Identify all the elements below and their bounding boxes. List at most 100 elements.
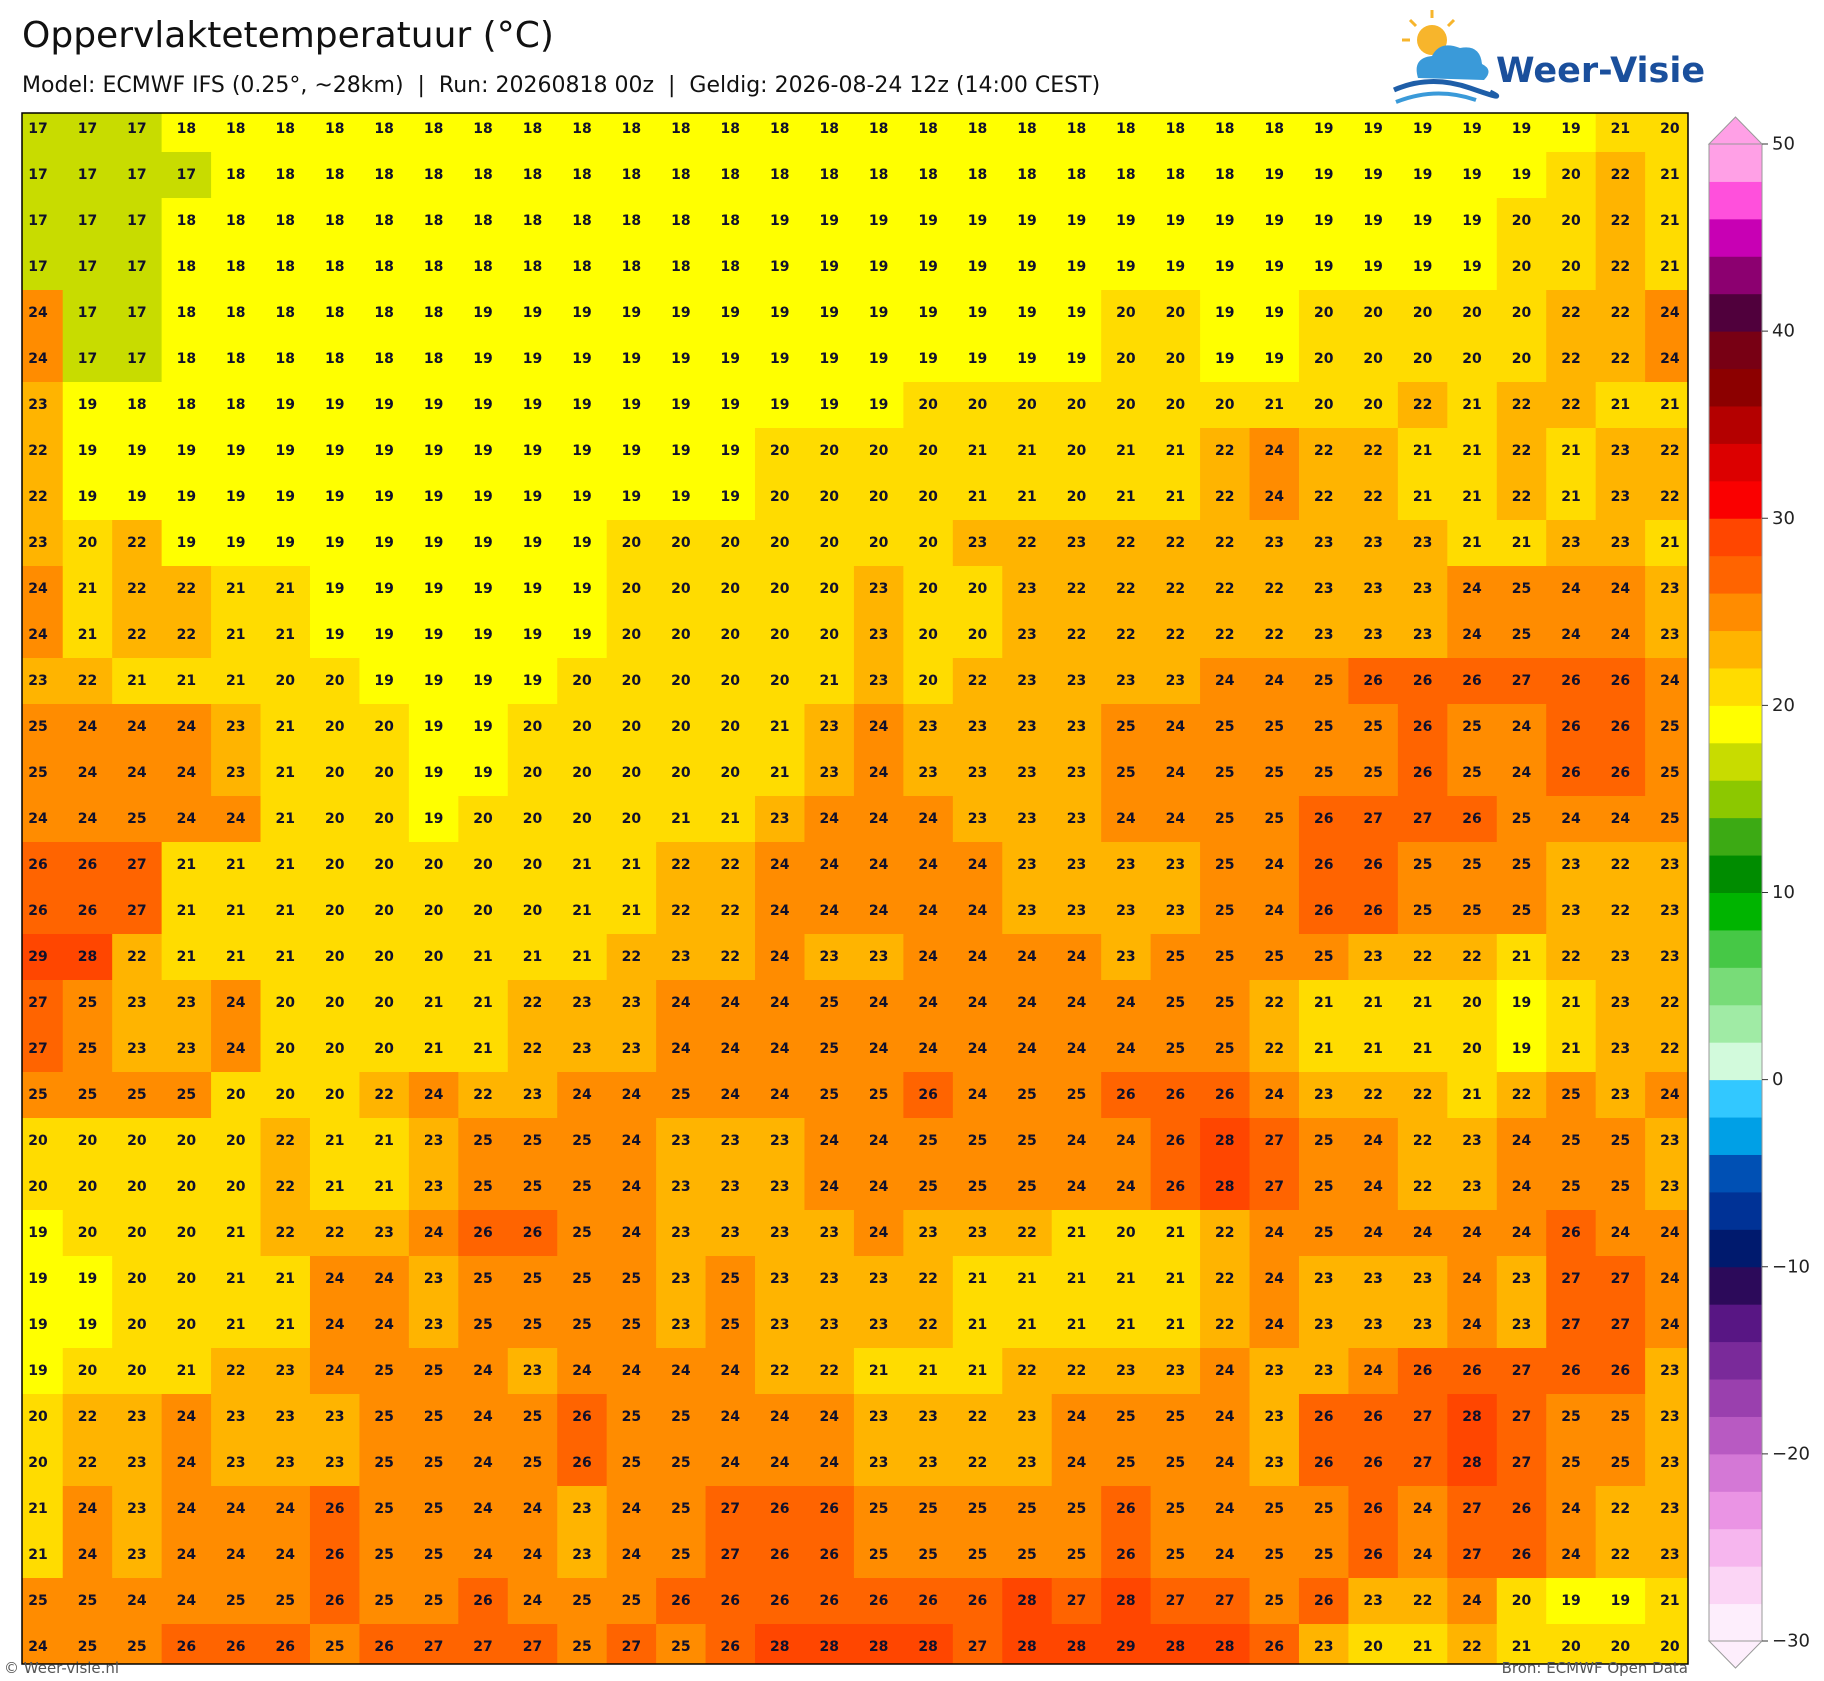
temperature-label: 26 bbox=[1611, 1363, 1630, 1379]
temperature-cell bbox=[211, 244, 262, 291]
temperature-label: 23 bbox=[1512, 1271, 1531, 1287]
temperature-label: 24 bbox=[1512, 765, 1532, 781]
temperature-label: 21 bbox=[1413, 443, 1432, 459]
temperature-cell bbox=[1348, 1532, 1399, 1579]
temperature-label: 24 bbox=[1116, 995, 1136, 1011]
temperature-cell bbox=[1546, 152, 1597, 199]
temperature-label: 20 bbox=[1116, 1225, 1136, 1241]
temperature-cell bbox=[1298, 796, 1350, 843]
temperature-cell bbox=[1249, 1486, 1300, 1533]
temperature-cell bbox=[507, 428, 558, 475]
temperature-cell bbox=[1002, 1532, 1053, 1579]
temperature-cell bbox=[309, 750, 361, 797]
temperature-cell bbox=[309, 198, 361, 245]
temperature-label: 19 bbox=[177, 535, 196, 551]
temperature-label: 21 bbox=[1166, 1317, 1185, 1333]
temperature-cell bbox=[507, 1026, 558, 1073]
temperature-cell bbox=[1496, 428, 1547, 475]
temperature-cell bbox=[161, 566, 212, 613]
temperature-cell bbox=[260, 1394, 311, 1441]
temperature-cell bbox=[1447, 1210, 1498, 1257]
temperature-label: 22 bbox=[1314, 489, 1333, 505]
temperature-cell bbox=[952, 1302, 1003, 1349]
temperature-cell bbox=[458, 888, 509, 935]
temperature-label: 22 bbox=[1561, 351, 1580, 367]
temperature-label: 21 bbox=[968, 1271, 987, 1287]
temperature-label: 19 bbox=[869, 213, 888, 229]
temperature-cell bbox=[112, 198, 163, 245]
temperature-cell bbox=[1101, 1486, 1152, 1533]
temperature-cell bbox=[359, 1164, 410, 1211]
temperature-cell bbox=[1447, 658, 1498, 705]
temperature-label: 24 bbox=[622, 1087, 642, 1103]
temperature-label: 22 bbox=[1660, 995, 1679, 1011]
temperature-label: 23 bbox=[1017, 1409, 1036, 1425]
temperature-cell bbox=[458, 290, 509, 337]
temperature-cell bbox=[1447, 612, 1498, 659]
temperature-label: 26 bbox=[1561, 1225, 1580, 1241]
temperature-label: 25 bbox=[374, 1593, 393, 1609]
temperature-label: 22 bbox=[1512, 397, 1531, 413]
temperature-cell bbox=[507, 612, 558, 659]
temperature-cell bbox=[62, 1624, 113, 1664]
colorbar-band bbox=[1709, 518, 1762, 557]
temperature-cell bbox=[260, 888, 311, 935]
temperature-label: 22 bbox=[127, 535, 146, 551]
temperature-cell bbox=[804, 198, 855, 245]
temperature-cell bbox=[62, 1164, 113, 1211]
temperature-cell bbox=[1447, 750, 1498, 797]
temperature-label: 21 bbox=[1265, 397, 1284, 413]
temperature-cell bbox=[260, 1026, 311, 1073]
temperature-label: 22 bbox=[1265, 995, 1284, 1011]
temperature-cell bbox=[1447, 566, 1498, 613]
temperature-cell bbox=[1397, 244, 1448, 291]
temperature-field bbox=[22, 113, 1688, 1664]
temperature-cell bbox=[62, 1486, 113, 1533]
temperature-cell bbox=[408, 566, 459, 613]
temperature-cell bbox=[1447, 1486, 1498, 1533]
temperature-label: 21 bbox=[1017, 1271, 1036, 1287]
temperature-label: 24 bbox=[424, 1087, 444, 1103]
temperature-cell bbox=[211, 290, 262, 337]
temperature-cell bbox=[1298, 290, 1350, 337]
temperature-label: 23 bbox=[127, 995, 146, 1011]
temperature-label: 25 bbox=[622, 1317, 641, 1333]
temperature-label: 24 bbox=[1512, 1225, 1532, 1241]
temperature-cell bbox=[1002, 612, 1053, 659]
temperature-cell bbox=[1546, 750, 1597, 797]
temperature-label: 23 bbox=[28, 673, 47, 689]
temperature-cell bbox=[1150, 290, 1201, 337]
temperature-cell bbox=[1348, 1486, 1399, 1533]
temperature-label: 24 bbox=[869, 719, 889, 735]
temperature-cell bbox=[1200, 842, 1251, 889]
temperature-label: 24 bbox=[721, 1455, 741, 1471]
temperature-cell bbox=[705, 1026, 756, 1073]
temperature-cell bbox=[1101, 1348, 1152, 1395]
temperature-cell bbox=[1002, 980, 1053, 1027]
temperature-label: 25 bbox=[473, 1133, 492, 1149]
temperature-cell bbox=[211, 1578, 262, 1625]
temperature-cell bbox=[408, 1302, 459, 1349]
temperature-label: 23 bbox=[770, 1317, 789, 1333]
colorbar-tick-label: 0 bbox=[1772, 1069, 1783, 1090]
temperature-label: 28 bbox=[1166, 1639, 1185, 1655]
temperature-label: 23 bbox=[1017, 903, 1036, 919]
temperature-cell bbox=[507, 842, 558, 889]
temperature-cell bbox=[1595, 1348, 1646, 1395]
temperature-label: 25 bbox=[523, 1409, 542, 1425]
temperature-label: 21 bbox=[325, 1133, 344, 1149]
temperature-label: 22 bbox=[1611, 259, 1630, 275]
temperature-label: 18 bbox=[276, 259, 295, 275]
temperature-label: 22 bbox=[1215, 1271, 1234, 1287]
temperature-label: 22 bbox=[1512, 443, 1531, 459]
temperature-cell bbox=[211, 980, 262, 1027]
temperature-label: 23 bbox=[276, 1409, 295, 1425]
temperature-cell bbox=[112, 1072, 163, 1119]
temperature-label: 20 bbox=[918, 443, 938, 459]
temperature-label: 24 bbox=[918, 995, 938, 1011]
temperature-cell bbox=[161, 750, 212, 797]
temperature-cell bbox=[1397, 474, 1448, 521]
temperature-cell bbox=[1101, 566, 1152, 613]
temperature-cell bbox=[755, 658, 806, 705]
temperature-label: 22 bbox=[968, 1455, 987, 1471]
